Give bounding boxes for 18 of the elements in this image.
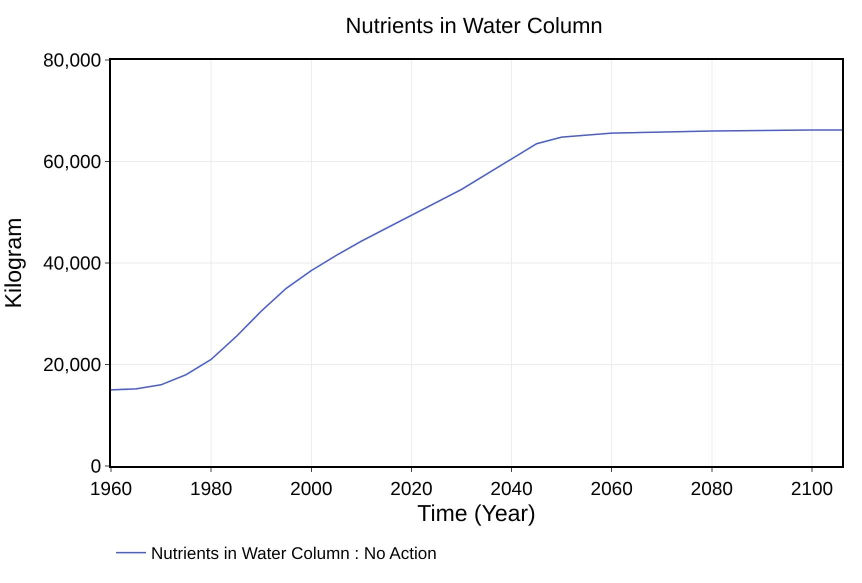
y-tick-label: 40,000 bbox=[43, 254, 102, 275]
x-tick-label: 2080 bbox=[690, 478, 733, 500]
x-tick-label: 2060 bbox=[590, 478, 633, 500]
x-tick-label: 1980 bbox=[190, 478, 232, 500]
line-series bbox=[111, 129, 842, 391]
x-axis-title: Time (Year) bbox=[417, 500, 536, 526]
y-axis-title: Kilogram bbox=[0, 218, 26, 308]
x-tick-label: 2100 bbox=[790, 478, 834, 500]
y-tick-label: 80,000 bbox=[43, 50, 102, 72]
x-tick-label: 2040 bbox=[490, 478, 533, 500]
y-tick-label: 60,000 bbox=[43, 152, 102, 174]
x-tick-label: 1960 bbox=[90, 478, 132, 500]
y-tick-label: 20,000 bbox=[43, 355, 102, 376]
x-tick-label: 2020 bbox=[390, 478, 433, 500]
legend-label: Nutrients in Water Column : No Action bbox=[151, 544, 437, 564]
y-tick-label: 0 bbox=[90, 456, 102, 478]
x-tick-label: 2000 bbox=[290, 478, 332, 500]
chart-title: Nutrients in Water Column bbox=[346, 12, 603, 38]
